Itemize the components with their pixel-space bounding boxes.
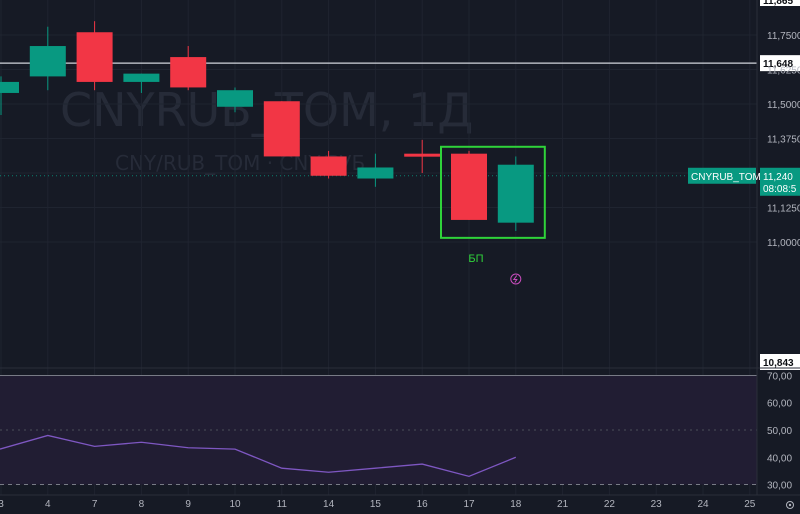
rsi-tick-label: 50,00 bbox=[767, 426, 792, 437]
candle-18[interactable] bbox=[497, 164, 534, 223]
price-tick-label: 11,3750 bbox=[767, 135, 800, 146]
current-price-box bbox=[760, 167, 800, 196]
gear-icon[interactable] bbox=[786, 501, 794, 509]
current-price-value: 11,240 bbox=[763, 172, 793, 183]
price-tick-label: 11,1250 bbox=[767, 204, 800, 215]
price-tick-label: 11,5000 bbox=[767, 100, 800, 111]
low-marker-label: 10,843 bbox=[763, 358, 794, 369]
x-tick-label: 9 bbox=[185, 499, 191, 510]
x-tick-label: 4 bbox=[45, 499, 51, 510]
candle-4[interactable] bbox=[29, 46, 66, 77]
x-tick-label: 10 bbox=[229, 499, 241, 510]
price-tick-label: 11,7500 bbox=[767, 31, 800, 42]
x-tick-label: 17 bbox=[463, 499, 475, 510]
x-tick-label: 14 bbox=[323, 499, 335, 510]
candle-14[interactable] bbox=[310, 156, 347, 176]
rsi-line[interactable] bbox=[0, 434, 517, 478]
top-marker-label: 11,865 bbox=[763, 0, 793, 7]
candle-3[interactable] bbox=[0, 81, 19, 93]
x-tick-label: 23 bbox=[651, 499, 663, 510]
x-tick-label: 21 bbox=[557, 499, 569, 510]
x-tick-label: 18 bbox=[510, 499, 522, 510]
annotation-label: БП bbox=[468, 253, 483, 265]
x-tick-label: 7 bbox=[92, 499, 98, 510]
symbol-tag: CNYRUB_TOM bbox=[691, 172, 761, 183]
x-tick-label: 16 bbox=[417, 499, 429, 510]
candle-7[interactable] bbox=[76, 32, 113, 82]
candle-9[interactable] bbox=[170, 57, 207, 88]
price-pane[interactable]: 11,648 БП bbox=[0, 21, 800, 285]
candle-15[interactable] bbox=[357, 167, 394, 179]
rsi-tick-label: 60,00 bbox=[767, 399, 792, 410]
rsi-pane[interactable] bbox=[0, 374, 757, 486]
price-tick-label: 11,0000 bbox=[767, 238, 800, 249]
candle-17[interactable] bbox=[451, 153, 487, 220]
level-label: 11,648 bbox=[763, 59, 793, 70]
highlight-box[interactable] bbox=[440, 145, 546, 239]
candle-11[interactable] bbox=[263, 101, 300, 157]
candle-8[interactable] bbox=[123, 73, 160, 82]
level-label-box bbox=[760, 55, 800, 72]
candle-16[interactable] bbox=[404, 153, 441, 157]
x-tick-label: 25 bbox=[744, 499, 756, 510]
price-tick-label: 11,6250 bbox=[767, 66, 800, 77]
rsi-tick-label: 40,00 bbox=[767, 453, 792, 464]
rsi-tick-label: 70,00 bbox=[767, 371, 792, 382]
x-tick-label: 8 bbox=[139, 499, 145, 510]
low-marker-box bbox=[760, 354, 800, 370]
x-tick-label: 22 bbox=[604, 499, 616, 510]
symbol-tag-box[interactable] bbox=[688, 167, 756, 184]
top-marker-box bbox=[760, 0, 800, 6]
x-tick-label: 15 bbox=[370, 499, 382, 510]
rsi-tick-label: 30,00 bbox=[767, 481, 792, 492]
x-tick-label: 24 bbox=[697, 499, 709, 510]
bar-countdown: 08:08:5 bbox=[763, 184, 797, 195]
candle-10[interactable] bbox=[217, 90, 253, 107]
lightning-circle-icon[interactable] bbox=[510, 273, 522, 285]
x-tick-label: 11 bbox=[277, 499, 288, 510]
x-tick-label: 3 bbox=[0, 499, 4, 510]
